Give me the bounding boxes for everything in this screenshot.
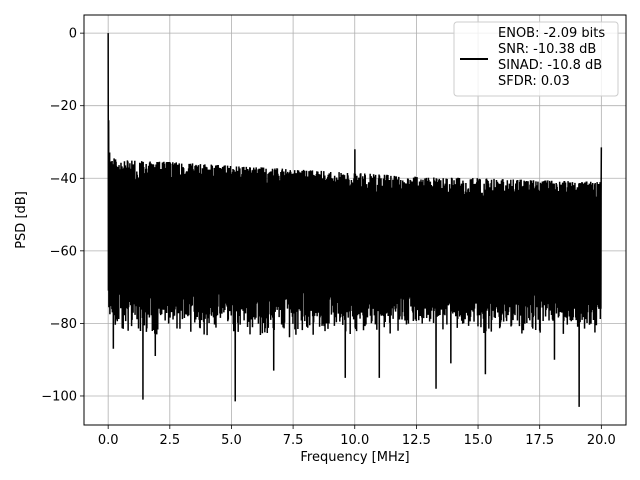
legend-box <box>453 21 619 97</box>
axis-ticks: 0.0 2.5 5.0 7.5 10.0 12.5 15.0 17.5 20.0 0 −20 −40 −… <box>41 27 616 448</box>
x-axis-label: Frequency [MHz] <box>300 450 409 465</box>
legend-enob: ENOB: -2.09 bits <box>498 26 605 41</box>
y-tick-label: −100 <box>41 389 77 404</box>
y-axis-label: PSD [dB] <box>14 191 29 249</box>
x-tick-label: 17.5 <box>525 433 554 448</box>
y-tick-label: −40 <box>50 172 77 187</box>
x-tick-label: 12.5 <box>402 433 431 448</box>
x-tick-label: 20.0 <box>587 433 616 448</box>
legend-sinad: SINAD: -10.8 dB <box>498 58 602 73</box>
psd-series-line <box>107 33 603 407</box>
x-tick-label: 0.0 <box>98 433 119 448</box>
y-tick-label: 0 <box>69 27 77 42</box>
x-tick-label: 7.5 <box>283 433 304 448</box>
y-tick-label: −60 <box>50 244 77 259</box>
legend-snr: SNR: -10.38 dB <box>498 42 596 57</box>
x-tick-label: 2.5 <box>159 433 180 448</box>
x-tick-label: 15.0 <box>464 433 493 448</box>
x-tick-label: 5.0 <box>221 433 242 448</box>
x-tick-label: 10.0 <box>340 433 369 448</box>
plot-area <box>107 33 603 407</box>
legend: ENOB: -2.09 bits SNR: -10.38 dB SINAD: -… <box>453 21 619 97</box>
legend-sfdr: SFDR: 0.03 <box>498 74 570 89</box>
y-tick-label: −80 <box>50 317 77 332</box>
y-tick-label: −20 <box>50 99 77 114</box>
